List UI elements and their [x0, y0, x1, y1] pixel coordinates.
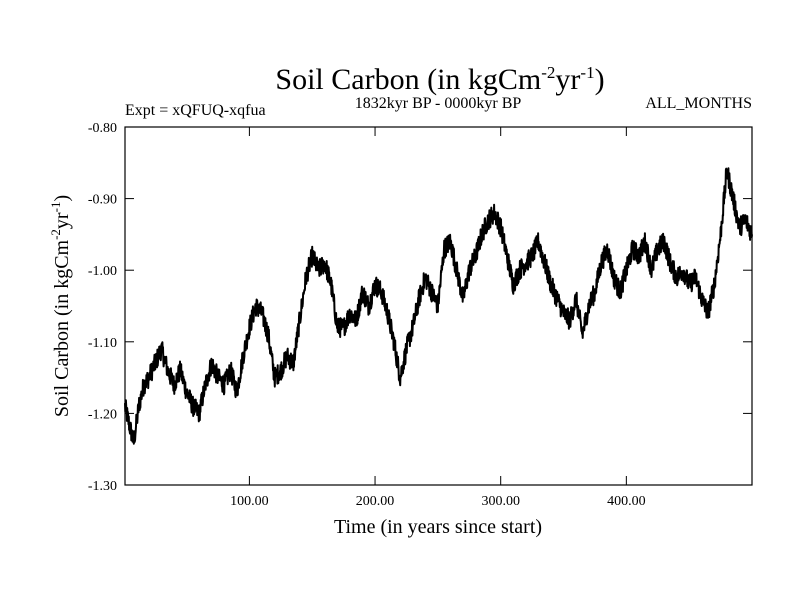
y-axis: -1.30 -1.20 -1.10 -1.00 -0.90 -0.80 [88, 121, 752, 494]
experiment-subtitle: Expt = xQFUQ-xqfua [125, 102, 266, 119]
y-tick-label: -1.00 [88, 264, 117, 279]
x-axis-label: Time (in years since start) [334, 516, 542, 538]
x-tick-label: 200.00 [356, 494, 395, 509]
y-tick-label: -1.30 [88, 479, 117, 494]
time-range-subtitle: 1832kyr BP - 0000kyr BP [355, 95, 522, 112]
y-axis-label: Soil Carbon (in kgCm-2yr-1) [48, 195, 73, 417]
months-subtitle: ALL_MONTHS [645, 95, 752, 112]
x-tick-label: 100.00 [230, 494, 269, 509]
x-tick-label: 300.00 [481, 494, 520, 509]
x-tick-label: 400.00 [607, 494, 646, 509]
x-axis: 100.00 200.00 300.00 400.00 [230, 127, 646, 509]
series-line-soil-carbon [124, 167, 753, 445]
y-tick-label: -0.90 [88, 193, 117, 208]
chart-title: Soil Carbon (in kgCm-2yr-1) [275, 63, 604, 96]
y-tick-label: -1.10 [88, 336, 117, 351]
y-tick-label: -1.20 [88, 407, 117, 422]
y-tick-label: -0.80 [88, 121, 117, 136]
plot-frame [124, 126, 753, 486]
